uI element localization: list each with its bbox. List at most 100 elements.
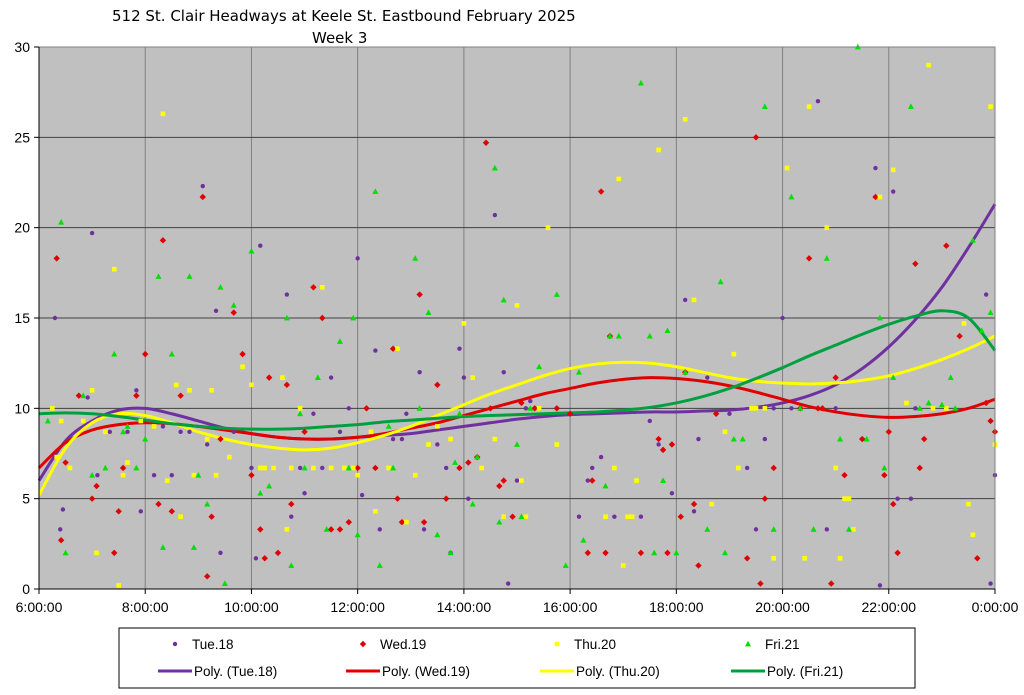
- point-fri-21: [447, 549, 454, 556]
- point-thu-20: [842, 496, 847, 501]
- point-fri-21: [248, 247, 255, 254]
- point-wed-19: [301, 428, 308, 436]
- point-thu-20: [355, 472, 360, 478]
- point-fri-21: [434, 531, 441, 538]
- x-tick-label: 12:00:00: [330, 599, 385, 615]
- point-fri-21: [385, 423, 392, 429]
- point-fri-21: [651, 549, 658, 556]
- axes: 0 5 10 15 20 25 30 6:00:00 8:00:00 10:00:00 12:00:…: [14, 39, 1018, 615]
- point-thu-20: [970, 532, 976, 538]
- point-wed-19: [500, 477, 507, 484]
- point-tue-18: [169, 472, 174, 478]
- point-tue-18: [160, 424, 166, 429]
- point-thu-20: [404, 519, 409, 525]
- point-fri-21: [823, 255, 830, 261]
- point-thu-20: [554, 442, 560, 447]
- point-fri-21: [518, 513, 525, 520]
- point-tue-18: [302, 491, 307, 496]
- point-wed-19: [394, 495, 401, 502]
- y-tick-label: 20: [14, 220, 30, 236]
- point-wed-19: [155, 500, 162, 508]
- point-tue-18: [908, 496, 914, 501]
- point-tue-18: [337, 429, 343, 435]
- point-wed-19: [894, 549, 901, 557]
- point-tue-18: [691, 509, 697, 514]
- point-fri-21: [142, 435, 149, 442]
- point-wed-19: [881, 471, 888, 479]
- y-tick-label: 5: [22, 491, 30, 507]
- legend-marker-fri-21: [745, 640, 751, 647]
- point-fri-21: [664, 327, 671, 334]
- point-thu-20: [545, 225, 551, 230]
- point-tue-18: [328, 375, 334, 380]
- point-thu-20: [877, 194, 883, 200]
- point-thu-20: [944, 406, 949, 411]
- point-wed-19: [177, 392, 184, 399]
- point-fri-21: [500, 296, 507, 303]
- point-tue-18: [258, 243, 263, 248]
- point-tue-18: [421, 527, 427, 532]
- point-thu-20: [620, 563, 626, 568]
- point-tue-18: [284, 292, 290, 297]
- point-thu-20: [342, 465, 347, 471]
- legend-label-fri-21: Fri.21: [765, 637, 800, 652]
- point-thu-20: [988, 104, 993, 109]
- point-wed-19: [664, 549, 671, 557]
- point-tue-18: [311, 411, 316, 416]
- point-fri-21: [58, 219, 65, 225]
- point-wed-19: [261, 555, 268, 562]
- point-thu-20: [966, 501, 971, 507]
- point-wed-19: [288, 500, 295, 508]
- point-wed-19: [805, 255, 813, 262]
- point-thu-20: [851, 527, 856, 532]
- point-thu-20: [904, 400, 909, 406]
- point-fri-21: [797, 405, 804, 411]
- point-tue-18: [514, 478, 520, 483]
- y-tick-label: 25: [14, 129, 30, 145]
- point-fri-21: [456, 410, 463, 417]
- x-tick-label: 8:00:00: [122, 599, 169, 615]
- point-thu-20: [784, 165, 790, 171]
- point-fri-21: [863, 435, 870, 442]
- point-fri-21: [416, 405, 423, 411]
- point-wed-19: [637, 549, 645, 557]
- trendline-poly-fri-21-: [38, 309, 997, 431]
- point-fri-21: [186, 273, 193, 279]
- point-wed-19: [832, 374, 839, 381]
- point-wed-19: [265, 374, 273, 381]
- point-fri-21: [890, 374, 897, 381]
- point-wed-19: [943, 242, 950, 249]
- legend: Tue.18 Wed.19 Thu.20 Fri.21 Poly. (Tue.18) Po…: [118, 627, 916, 689]
- x-tick-label: 22:00:00: [862, 599, 917, 615]
- point-thu-20: [753, 406, 759, 411]
- point-fri-21: [717, 278, 724, 285]
- point-fri-21: [190, 544, 197, 550]
- point-wed-19: [987, 417, 994, 425]
- legend-label-poly-fri-21-: Poly. (Fri.21): [767, 664, 843, 679]
- point-wed-19: [75, 392, 83, 399]
- legend-label-poly-wed-19-: Poly. (Wed.19): [382, 664, 470, 679]
- point-fri-21: [606, 332, 613, 339]
- series-wed-19: [53, 134, 999, 587]
- point-tue-18: [404, 411, 409, 416]
- point-thu-20: [178, 514, 183, 520]
- point-wed-19: [761, 495, 769, 502]
- legend-label-tue-18: Tue.18: [192, 637, 234, 652]
- point-tue-18: [399, 436, 405, 442]
- point-fri-21: [925, 399, 932, 406]
- point-tue-18: [705, 375, 710, 380]
- point-fri-21: [425, 309, 432, 315]
- point-thu-20: [616, 176, 622, 182]
- point-fri-21: [938, 401, 945, 408]
- point-wed-19: [217, 435, 224, 443]
- point-fri-21: [155, 273, 162, 279]
- point-thu-20: [492, 436, 498, 442]
- point-fri-21: [323, 526, 330, 532]
- point-thu-20: [58, 418, 64, 424]
- point-thu-20: [67, 465, 73, 471]
- point-tue-18: [89, 230, 95, 236]
- chart-subtitle: Week 3: [312, 29, 367, 47]
- point-wed-19: [354, 464, 361, 472]
- point-fri-21: [350, 314, 357, 321]
